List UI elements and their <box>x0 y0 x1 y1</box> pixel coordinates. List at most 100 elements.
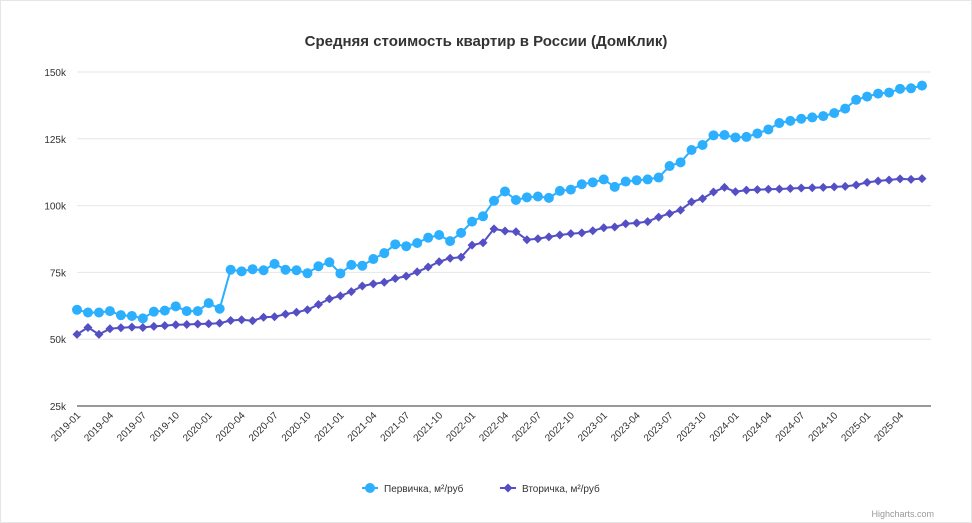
x-tick-label: 2024-01 <box>708 410 742 444</box>
data-point <box>434 257 444 267</box>
data-point <box>796 113 807 124</box>
data-point <box>335 268 346 279</box>
x-tick-label: 2023-10 <box>675 410 709 444</box>
data-point <box>609 181 620 192</box>
data-point <box>357 281 367 291</box>
data-point <box>478 211 489 222</box>
data-point <box>105 324 115 334</box>
legend: Первичка, м²/руб Вторичка, м²/руб <box>362 483 600 495</box>
legend-item-1[interactable]: Первичка, м²/руб <box>362 483 464 495</box>
data-point <box>258 265 269 276</box>
data-point <box>313 299 323 309</box>
data-point <box>193 319 203 329</box>
data-point <box>423 232 434 243</box>
data-point <box>226 315 236 325</box>
x-tick-label: 2022-07 <box>510 410 544 444</box>
x-tick-label: 2023-04 <box>609 410 643 444</box>
data-point <box>719 130 730 141</box>
data-point <box>379 277 389 287</box>
data-point <box>259 312 269 322</box>
data-point <box>862 177 872 187</box>
credits-label[interactable]: Highcharts.com <box>871 509 934 519</box>
x-tick-label: 2020-04 <box>214 410 248 444</box>
data-point <box>675 157 686 168</box>
data-point <box>478 238 488 248</box>
data-point <box>248 316 258 326</box>
data-point <box>807 112 818 123</box>
data-point <box>818 111 829 122</box>
data-point <box>104 306 115 317</box>
data-point <box>302 268 313 279</box>
data-point <box>521 192 532 203</box>
x-tick-label: 2022-10 <box>543 410 577 444</box>
data-point <box>906 174 916 184</box>
data-point <box>500 226 510 236</box>
data-point <box>610 222 620 232</box>
data-point <box>445 236 456 247</box>
data-point <box>895 174 905 184</box>
data-point <box>467 240 477 250</box>
data-point <box>499 186 510 197</box>
data-point <box>752 128 763 139</box>
x-tick-label: 2025-04 <box>872 410 906 444</box>
data-point <box>456 252 466 262</box>
data-point <box>543 192 554 203</box>
data-point <box>324 294 334 304</box>
legend-marker <box>503 483 513 493</box>
data-point <box>182 320 192 330</box>
data-point <box>895 83 906 94</box>
x-tick-label: 2023-07 <box>642 410 676 444</box>
data-point <box>873 88 884 99</box>
data-point <box>401 241 412 252</box>
data-point <box>654 212 664 222</box>
data-point <box>719 182 729 192</box>
data-point <box>686 145 697 156</box>
y-tick-label: 150k <box>44 68 67 79</box>
data-point <box>138 322 148 332</box>
data-point <box>676 205 686 215</box>
data-point <box>467 216 478 227</box>
data-point <box>884 175 894 185</box>
data-point <box>269 258 280 269</box>
legend-item-2[interactable]: Вторичка, м²/руб <box>500 483 600 495</box>
data-point <box>653 172 664 183</box>
data-point <box>763 124 774 135</box>
data-point <box>906 83 917 94</box>
data-point <box>840 181 850 191</box>
y-tick-label: 50k <box>50 335 67 346</box>
data-point <box>631 175 642 186</box>
x-tick-label: 2022-01 <box>444 410 478 444</box>
data-point <box>368 254 379 265</box>
data-point <box>708 187 718 197</box>
x-tick-label: 2019-04 <box>82 410 116 444</box>
x-tick-label: 2024-04 <box>741 410 775 444</box>
data-point <box>566 229 576 239</box>
data-point <box>83 322 93 332</box>
data-point <box>632 218 642 228</box>
data-point <box>511 227 521 237</box>
legend-label: Первичка, м²/руб <box>384 483 464 495</box>
data-point <box>774 118 785 129</box>
data-point <box>818 182 828 192</box>
data-point <box>840 103 851 114</box>
data-point <box>148 306 159 317</box>
data-point <box>116 323 126 333</box>
data-point <box>291 265 302 276</box>
data-point <box>346 287 356 297</box>
data-point <box>72 329 82 339</box>
data-point <box>115 310 126 321</box>
data-point <box>324 257 335 268</box>
data-point <box>587 177 598 188</box>
data-point <box>763 184 773 194</box>
data-point <box>280 264 291 275</box>
x-tick-label: 2019-10 <box>148 410 182 444</box>
data-point <box>192 306 203 317</box>
y-tick-label: 125k <box>44 135 67 146</box>
data-point <box>555 230 565 240</box>
data-point <box>181 306 192 317</box>
x-tick-label: 2023-01 <box>576 410 610 444</box>
data-point <box>171 320 181 330</box>
chart-title: Средняя стоимость квартир в России (ДомК… <box>304 33 668 50</box>
x-tick-label: 2020-01 <box>181 410 215 444</box>
